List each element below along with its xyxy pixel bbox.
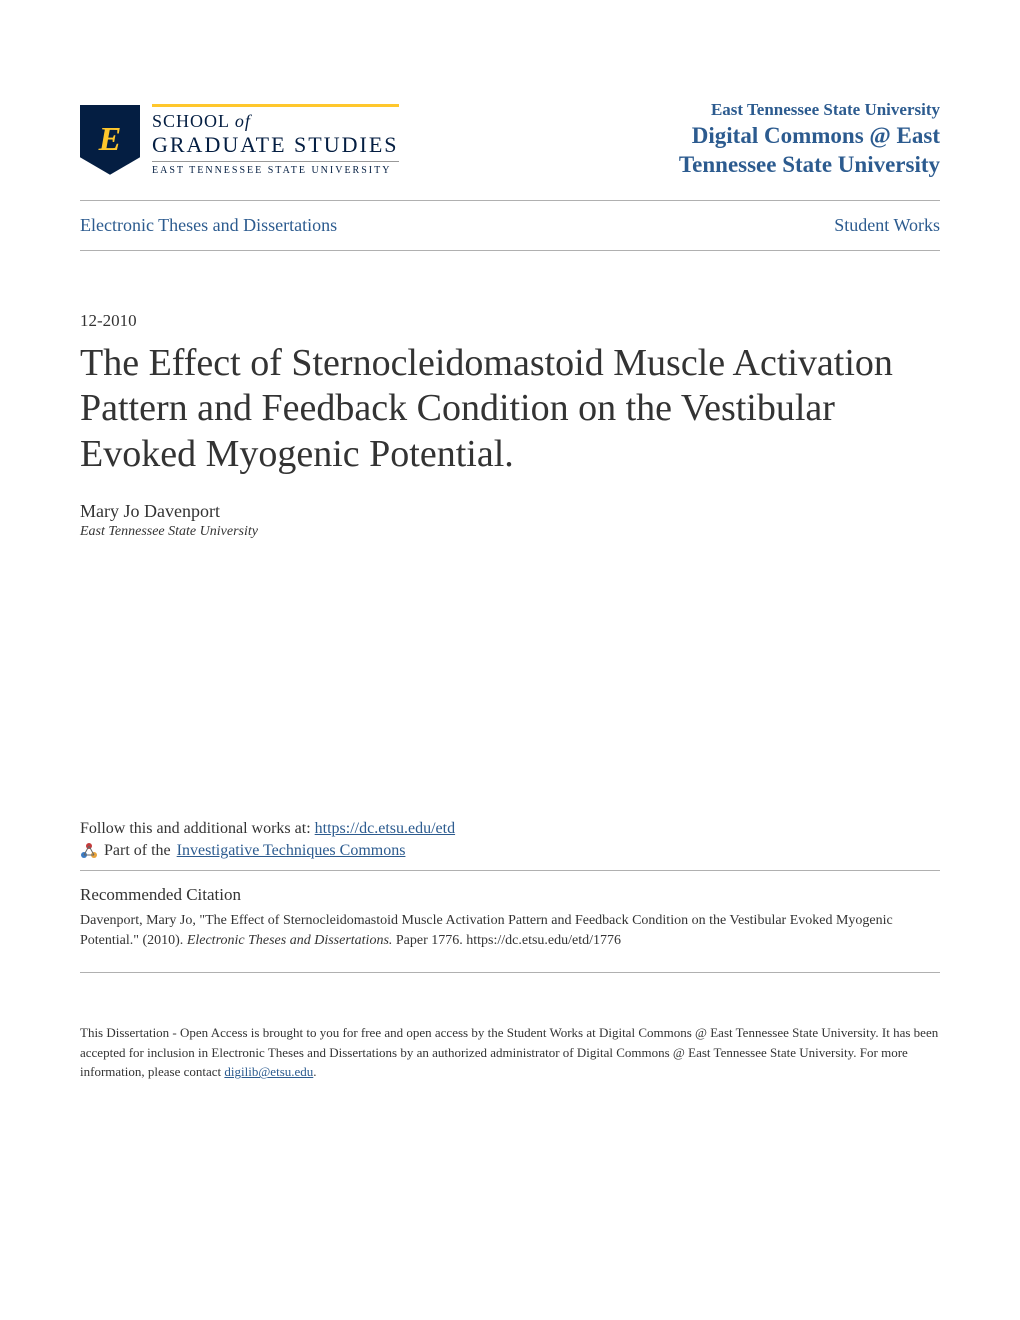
logo-line3: EAST TENNESSEE STATE UNIVERSITY: [152, 161, 399, 176]
divider-breadcrumb: [80, 250, 940, 251]
logo-shield: E: [80, 105, 140, 175]
citation-text: Davenport, Mary Jo, "The Effect of Stern…: [80, 911, 940, 950]
publication-date: 12-2010: [80, 311, 940, 331]
institution-block: East Tennessee State University Digital …: [679, 100, 940, 180]
author-affiliation: East Tennessee State University: [80, 524, 940, 540]
breadcrumb-collection[interactable]: Electronic Theses and Dissertations: [80, 215, 337, 236]
breadcrumb-row: Electronic Theses and Dissertations Stud…: [80, 209, 940, 242]
follow-prefix: Follow this and additional works at:: [80, 820, 315, 837]
logo-text-block: SCHOOL of GRADUATE STUDIES EAST TENNESSE…: [152, 104, 399, 176]
part-of-link[interactable]: Investigative Techniques Commons: [177, 842, 406, 860]
breadcrumb-category[interactable]: Student Works: [834, 215, 940, 236]
repo-name-line2[interactable]: Tennessee State University: [679, 151, 940, 180]
citation-heading: Recommended Citation: [80, 885, 940, 905]
follow-line: Follow this and additional works at: htt…: [80, 820, 940, 838]
document-title: The Effect of Sternocleidomastoid Muscle…: [80, 341, 940, 478]
divider-citation-top: [80, 870, 940, 871]
citation-italic: Electronic Theses and Dissertations.: [187, 933, 393, 948]
follow-url-link[interactable]: https://dc.etsu.edu/etd: [315, 820, 455, 837]
footer-email-link[interactable]: digilib@etsu.edu: [224, 1064, 313, 1079]
institution-name[interactable]: East Tennessee State University: [679, 100, 940, 120]
repo-name-line1[interactable]: Digital Commons @ East: [679, 122, 940, 151]
logo-line2: GRADUATE STUDIES: [152, 132, 399, 158]
logo-letter: E: [99, 121, 122, 159]
follow-section: Follow this and additional works at: htt…: [80, 820, 940, 973]
footer-text: This Dissertation - Open Access is broug…: [80, 1023, 940, 1082]
citation-part2: Paper 1776. https://dc.etsu.edu/etd/1776: [392, 933, 621, 948]
divider-top: [80, 200, 940, 201]
network-icon: [80, 842, 98, 860]
footer-part2: .: [313, 1064, 316, 1079]
footer-part1: This Dissertation - Open Access is broug…: [80, 1025, 938, 1079]
header-row: E SCHOOL of GRADUATE STUDIES EAST TENNES…: [80, 100, 940, 180]
part-of-prefix: Part of the: [104, 842, 171, 860]
divider-citation-bottom: [80, 972, 940, 973]
logo-block: E SCHOOL of GRADUATE STUDIES EAST TENNES…: [80, 104, 399, 176]
logo-line1-prefix: SCHOOL: [152, 111, 229, 131]
author-name: Mary Jo Davenport: [80, 501, 940, 522]
logo-line1-suffix: of: [235, 111, 251, 131]
logo-line1: SCHOOL of: [152, 111, 399, 132]
part-of-line: Part of the Investigative Techniques Com…: [80, 842, 940, 860]
